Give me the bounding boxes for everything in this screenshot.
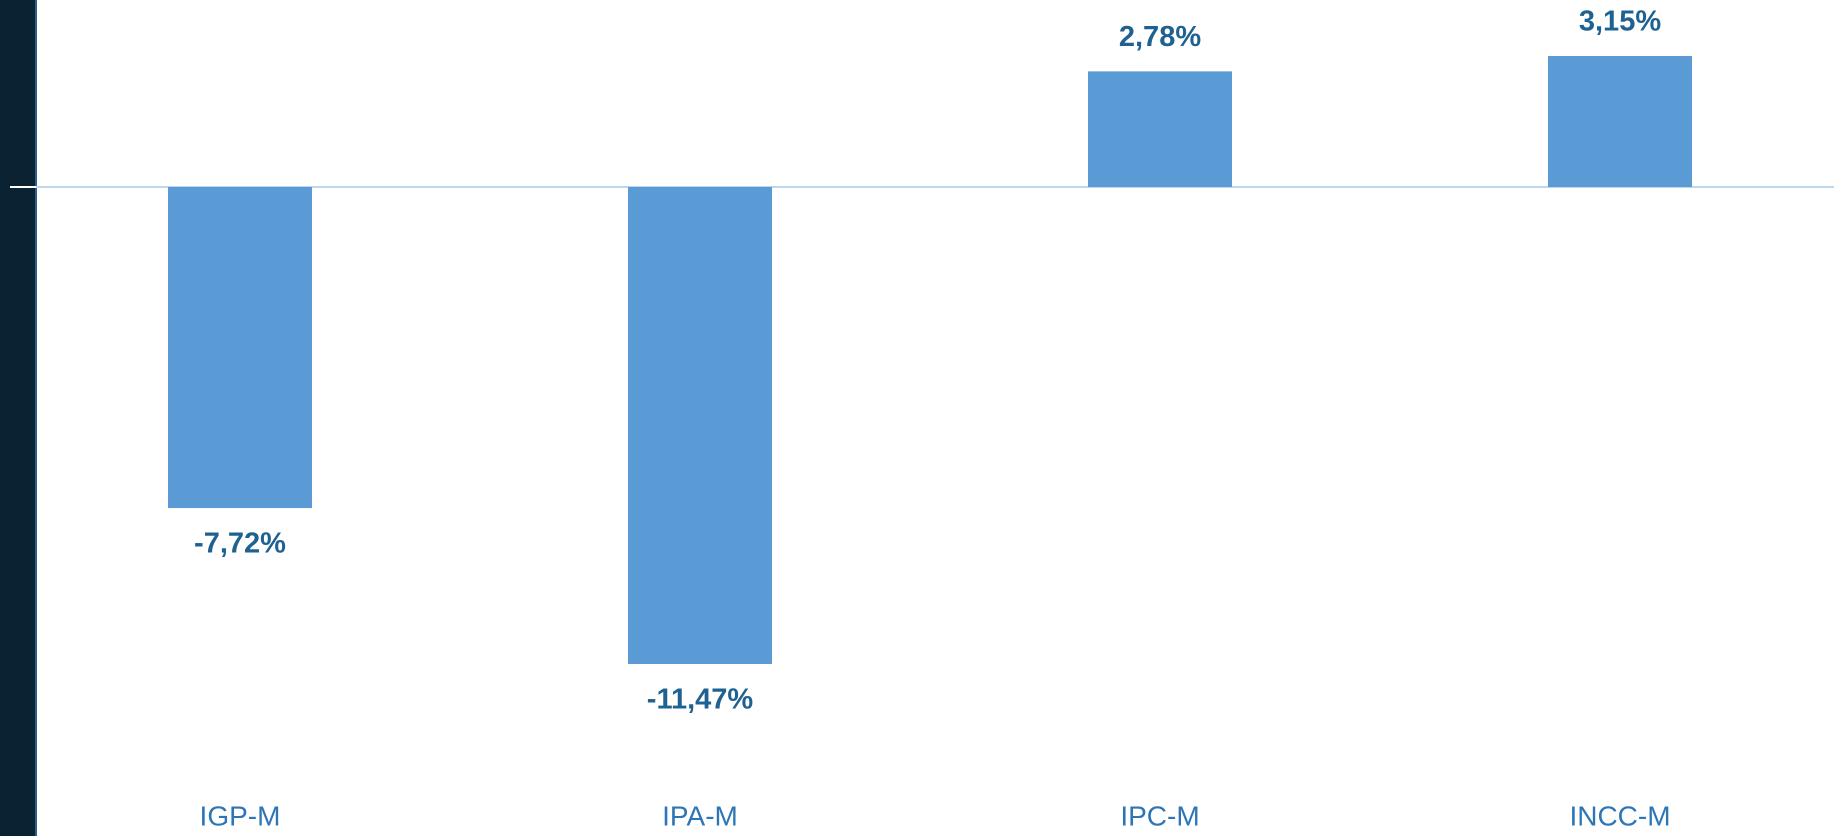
value-label: 3,15% [1579, 6, 1661, 38]
value-label: -7,72% [194, 528, 286, 560]
side-strip [0, 0, 35, 836]
x-tick-label: INCC-M [1569, 800, 1670, 831]
value-label: -11,47% [647, 684, 754, 716]
value-label: 2,78% [1119, 21, 1201, 53]
x-tick-label: IGP-M [200, 800, 281, 831]
bar [1548, 56, 1692, 187]
bar [628, 186, 772, 664]
x-tick-label: IPA-M [662, 800, 738, 831]
x-tick-label: IPC-M [1120, 800, 1199, 831]
bar [1088, 71, 1232, 187]
bar [168, 186, 312, 509]
